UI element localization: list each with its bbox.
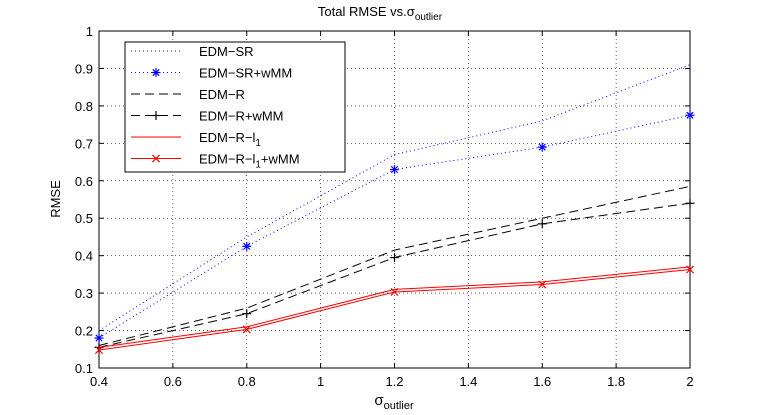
series-group — [94, 64, 695, 355]
y-tick-label: 0.9 — [75, 61, 93, 76]
y-tick-label: 0.3 — [75, 286, 93, 301]
x-tick-label: 2 — [686, 374, 693, 389]
x-tick-label: 1.4 — [459, 374, 477, 389]
x-tick-label: 0.4 — [90, 374, 108, 389]
data-point-3-3 — [537, 219, 547, 229]
grid-lines — [99, 31, 690, 368]
axis-ticks: 0.4 0.6 0.8 1 1.2 1.4 1.6 1.8 2 0.1 0.2 0.3 0.4 0.5 0.… — [75, 24, 694, 389]
legend-marker-1 — [151, 68, 161, 77]
legend-items: EDM−SR EDM−SR+wMM EDM−R EDM−R+wMM EDM−R−l1 ED… — [131, 44, 300, 171]
legend-label-0: EDM−SR — [199, 44, 254, 59]
data-point-5-4 — [685, 265, 695, 274]
data-point-5-3 — [538, 280, 547, 289]
x-tick-label: 1.8 — [607, 374, 625, 389]
y-tick-label: 0.7 — [75, 136, 93, 151]
data-point-5-2 — [390, 287, 399, 297]
series-line-0 — [98, 64, 691, 332]
data-point-1-3 — [537, 142, 547, 152]
y-tick-label: 0.5 — [75, 211, 93, 226]
y-tick-label: 0.2 — [75, 324, 93, 339]
data-point-1-0 — [94, 333, 104, 343]
data-point-3-2 — [390, 253, 399, 263]
data-point-3-1 — [242, 309, 252, 319]
x-tick-label: 1.6 — [533, 374, 551, 389]
x-axis-label: σoutlier — [374, 392, 414, 412]
y-tick-label: 0.8 — [75, 99, 93, 114]
y-tick-label: 0.4 — [75, 249, 93, 264]
data-point-1-1 — [242, 241, 252, 251]
data-point-1-4 — [685, 110, 695, 120]
legend-label-3: EDM−R+wMM — [199, 109, 284, 124]
x-tick-label: 0.6 — [164, 374, 182, 389]
y-tick-label: 1 — [86, 24, 93, 39]
y-tick-label: 0.1 — [75, 361, 93, 376]
data-point-5-0 — [94, 346, 104, 355]
legend-label-1: EDM−SR+wMM — [199, 66, 292, 81]
legend-label-5: EDM−R−l1+wMM — [199, 152, 300, 171]
data-point-1-2 — [390, 165, 399, 175]
legend-marker-5 — [151, 154, 161, 163]
chart-title: Total RMSE vs.σoutlier — [318, 4, 443, 23]
y-tick-label: 0.6 — [75, 174, 93, 189]
legend-label-2: EDM−R — [199, 87, 245, 102]
data-point-5-1 — [242, 325, 251, 334]
legend-marker-3 — [151, 111, 161, 120]
legend-box — [124, 41, 346, 173]
y-axis-label: RMSE — [48, 180, 63, 218]
x-tick-label: 0.8 — [238, 374, 256, 389]
x-tick-label: 1 — [317, 374, 324, 389]
legend: EDM−SR EDM−SR+wMM EDM−R EDM−R+wMM EDM−R−l1 ED… — [124, 41, 346, 173]
series-line-4 — [98, 266, 691, 348]
data-point-3-4 — [685, 198, 695, 208]
x-tick-label: 1.2 — [385, 374, 403, 389]
series-line-2 — [98, 185, 691, 346]
legend-label-4: EDM−R−l1 — [199, 130, 261, 149]
